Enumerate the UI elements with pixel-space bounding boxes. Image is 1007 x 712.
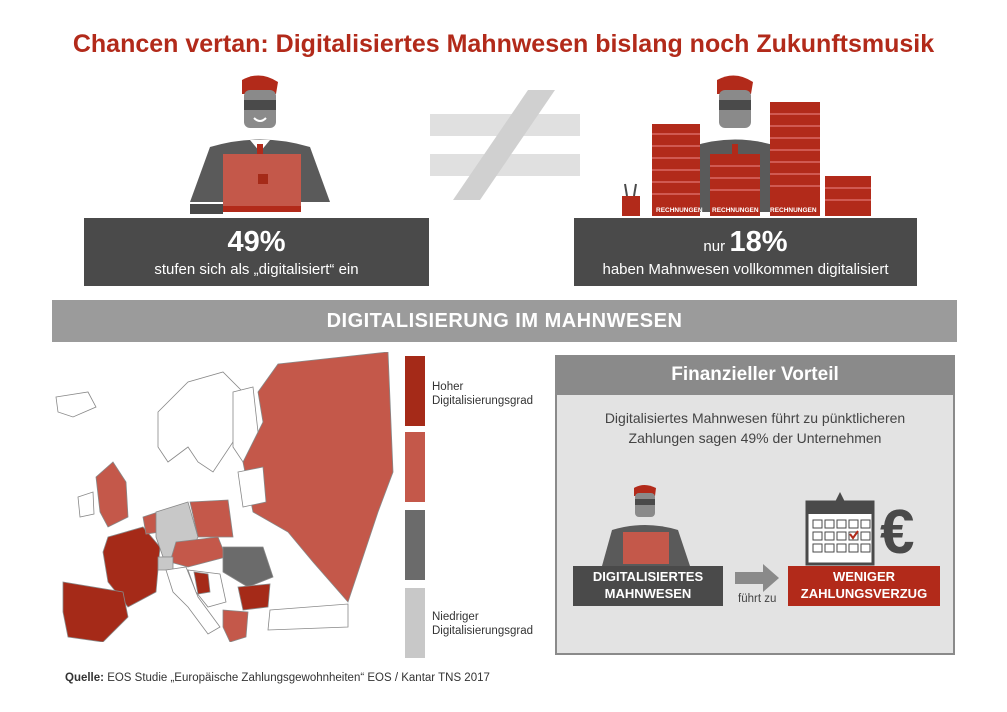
legend-swatch-1 xyxy=(405,356,425,426)
legend-swatch-2 xyxy=(405,432,425,502)
person-laptop-small-icon xyxy=(602,485,690,566)
source-line: Quelle: EOS Studie „Europäische Zahlungs… xyxy=(65,672,490,684)
stack-label-2: RECHNUNGEN xyxy=(712,207,759,214)
arrow-caption: führt zu xyxy=(738,593,777,605)
europe-map xyxy=(55,352,394,642)
right-stat-prefix: nur xyxy=(703,238,726,255)
legend-low-label: Niedriger Digitalisierungsgrad xyxy=(432,611,533,637)
person-invoice-stacks-icon xyxy=(622,75,871,216)
legend-swatch-3 xyxy=(405,510,425,580)
stack-label-3: RECHNUNGEN xyxy=(770,207,817,214)
legend-high-label: Hoher Digitalisierungsgrad xyxy=(432,381,533,407)
arrow-right-icon xyxy=(735,564,779,592)
right-stat-box: nur 18% haben Mahnwesen vollkommen digit… xyxy=(574,218,917,286)
right-stat-value: 18% xyxy=(729,226,788,258)
euro-icon: € xyxy=(880,498,915,567)
section-banner: DIGITALISIERUNG IM MAHNWESEN xyxy=(52,300,957,342)
calendar-icon xyxy=(805,492,875,566)
stack-label-1: RECHNUNGEN xyxy=(656,207,703,214)
right-flow-label: WENIGER ZAHLUNGSVERZUG xyxy=(788,566,940,606)
source-text: EOS Studie „Europäische Zahlungsgewohnhe… xyxy=(107,672,490,684)
source-label: Quelle: xyxy=(65,672,104,684)
panel-heading: Finanzieller Vorteil xyxy=(555,355,955,395)
right-stat-caption: haben Mahnwesen vollkommen digitalisiert xyxy=(602,261,889,278)
not-equal-icon xyxy=(430,90,580,200)
page-title: Chancen vertan: Digitalisiertes Mahnwese… xyxy=(72,30,935,58)
left-stat-value: 49% xyxy=(227,226,286,258)
left-stat-box: 49% stufen sich als „digitalisiert“ ein xyxy=(84,218,429,286)
left-flow-label: DIGITALISIERTES MAHNWESEN xyxy=(573,566,723,606)
legend-swatch-4 xyxy=(405,588,425,658)
person-laptop-icon xyxy=(190,75,330,214)
panel-text: Digitalisiertes Mahnwesen führt zu pünkt… xyxy=(604,410,906,446)
left-stat-caption: stufen sich als „digitalisiert“ ein xyxy=(154,261,359,278)
